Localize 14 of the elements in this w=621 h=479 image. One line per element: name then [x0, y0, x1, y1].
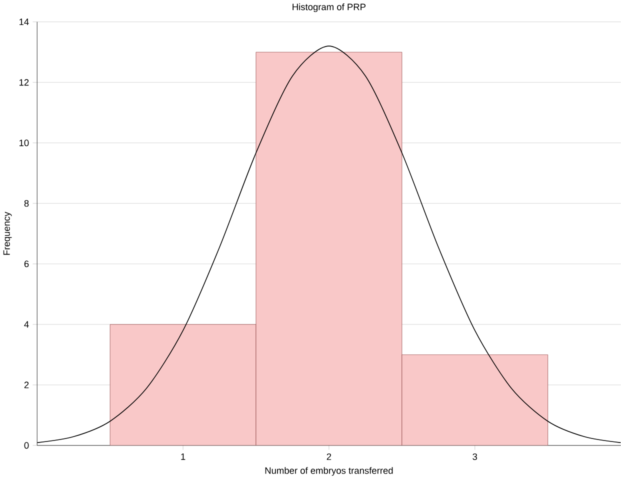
y-tick-label: 0: [24, 442, 29, 449]
x-tick-label: 1: [181, 453, 186, 460]
y-tick-label: 10: [20, 140, 29, 146]
y-tick-label: 14: [20, 18, 29, 25]
x-tick-label: 3: [472, 453, 478, 460]
y-tick-label: 8: [24, 200, 29, 207]
y-tick-label: 4: [24, 321, 29, 328]
chart-title: Histogram of PRP: [292, 3, 366, 12]
x-tick-label: 2: [326, 453, 332, 460]
y-tick-label: 12: [20, 79, 29, 86]
y-tick-label: 2: [24, 382, 29, 388]
y-axis-title: Frequency: [3, 212, 12, 255]
y-tick-label: 6: [24, 260, 29, 268]
x-axis-title: Number of embryos transferred: [265, 467, 393, 476]
